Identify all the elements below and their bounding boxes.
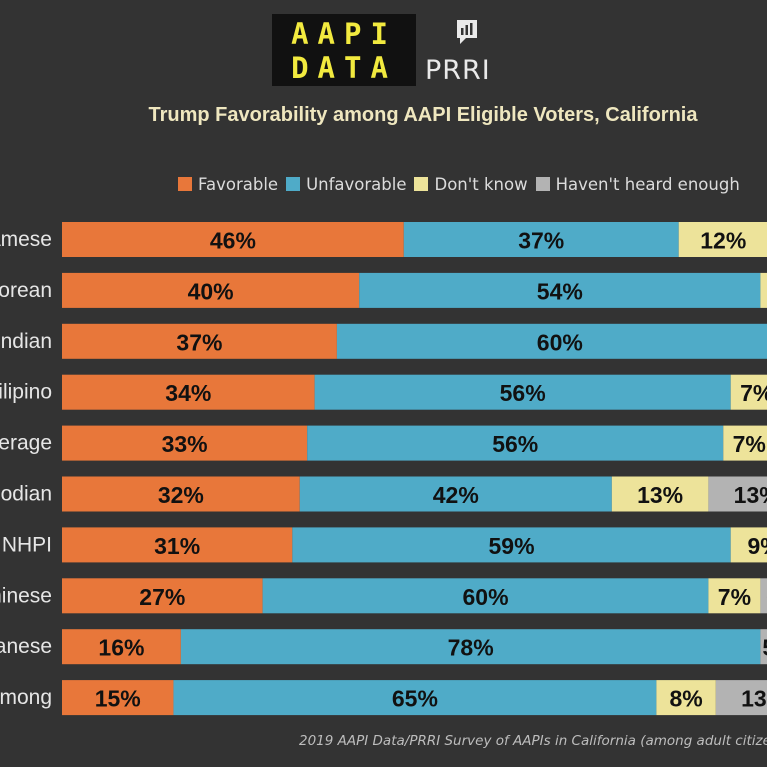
category-label: Vietnamese xyxy=(0,228,52,251)
data-label: 46% xyxy=(210,228,256,254)
data-label: 59% xyxy=(488,533,534,559)
bar-segment-don-t-know xyxy=(678,222,767,257)
category-label: Indian xyxy=(0,330,52,353)
data-label: 12% xyxy=(700,228,746,254)
bar-segment-unfavorable xyxy=(403,222,679,257)
bar-segment-unfavorable xyxy=(180,629,761,665)
bar-segment-don-t-know xyxy=(611,476,709,512)
category-label: Cambodian xyxy=(0,483,52,506)
data-label: 65% xyxy=(392,686,438,712)
bar-segment-favorable xyxy=(62,272,360,308)
data-label: 56% xyxy=(492,431,538,457)
legend-item-haven-t-heard-enough: Haven't heard enough xyxy=(535,174,740,194)
category-label: AAPI Average xyxy=(0,432,52,455)
bar-segment-favorable xyxy=(62,680,174,716)
data-label: 27% xyxy=(139,584,185,610)
bar-segment-unfavorable xyxy=(314,374,731,410)
bar-segment-unfavorable xyxy=(292,527,731,563)
legend-swatch-haven-t-heard-enough xyxy=(535,177,550,191)
data-label: 56% xyxy=(500,380,546,406)
data-label: 7% xyxy=(740,380,767,406)
legend-item-favorable: Favorable xyxy=(178,175,278,194)
data-label: 7% xyxy=(718,584,751,610)
bar-segment-haven-t-heard-enough xyxy=(760,578,767,614)
bar-segment-favorable xyxy=(62,323,337,359)
bar-segment-haven-t-heard-enough xyxy=(760,629,767,665)
bar-segment-don-t-know xyxy=(708,578,761,614)
bar-segment-unfavorable xyxy=(299,476,612,512)
legend-swatch-unfavorable xyxy=(286,177,301,191)
data-label: 60% xyxy=(537,329,583,355)
category-label: Chinese xyxy=(0,584,52,607)
legend-swatch-don-t-know xyxy=(414,177,429,191)
legend-label-unfavorable: Unfavorable xyxy=(306,174,407,194)
bar-segment-don-t-know xyxy=(760,272,767,308)
category-label: Filipino xyxy=(0,381,52,404)
bar-segment-haven-t-heard-enough xyxy=(708,476,767,512)
chart-title: Trump Favorability among AAPI Eligible V… xyxy=(148,104,698,126)
chart-legend: Favorable Unfavorable Don't know Haven't he… xyxy=(178,172,748,196)
data-label: 40% xyxy=(188,278,234,304)
data-label: 13% xyxy=(734,482,767,508)
stacked-bar-chart: Vietnamese46%37%12%5%Korean40%54%5%India… xyxy=(0,222,767,716)
category-label: Korean xyxy=(0,279,52,302)
logo-line-data: DATA xyxy=(291,51,397,85)
bar-segment-favorable xyxy=(62,476,300,512)
data-label: 32% xyxy=(158,482,204,508)
data-label: 9% xyxy=(748,533,767,559)
data-label: 13% xyxy=(741,686,767,712)
bar-segment-unfavorable xyxy=(336,323,767,359)
data-label: 54% xyxy=(537,278,583,304)
bar-segment-don-t-know xyxy=(730,374,767,410)
data-label: 13% xyxy=(637,482,683,508)
bar-segment-unfavorable xyxy=(359,272,761,308)
data-label: 34% xyxy=(165,380,211,406)
data-label: 5% xyxy=(762,635,767,661)
legend-label-favorable: Favorable xyxy=(198,174,279,194)
legend-label-haven-t-heard-enough: Haven't heard enough xyxy=(555,174,740,194)
data-label: 42% xyxy=(433,482,479,508)
data-label: 31% xyxy=(154,533,200,559)
bar-segment-favorable xyxy=(62,222,404,257)
source-note: 2019 AAPI Data/PRRI Survey of AAPIs in C… xyxy=(299,733,767,749)
data-label: 15% xyxy=(95,686,141,712)
bar-segment-favorable xyxy=(62,425,308,461)
data-label: 33% xyxy=(162,431,208,457)
bar-segment-don-t-know xyxy=(730,527,767,563)
data-label: 37% xyxy=(518,228,564,254)
bar-segment-unfavorable xyxy=(173,680,657,716)
logo-line-aapi: AAPI xyxy=(291,17,397,51)
bar-segment-favorable xyxy=(62,374,315,410)
data-label: 16% xyxy=(98,635,144,661)
bar-segment-favorable xyxy=(62,578,263,614)
category-label: NHPI xyxy=(2,533,52,556)
prri-bar-chart-speech-icon xyxy=(457,20,477,44)
legend-label-don-t-know: Don't know xyxy=(434,174,528,194)
aapi-data-logo: AAPI DATA xyxy=(272,14,416,86)
legend-item-don-t-know: Don't know xyxy=(414,174,528,194)
data-label: 37% xyxy=(176,329,222,355)
category-label: Hmong xyxy=(0,686,52,709)
bar-segment-favorable xyxy=(62,527,293,563)
bar-segment-favorable xyxy=(62,629,181,665)
legend-item-unfavorable: Unfavorable xyxy=(286,175,406,194)
prri-wordmark: PRRI xyxy=(425,55,491,86)
data-label: 60% xyxy=(462,584,508,610)
data-label: 78% xyxy=(448,635,494,661)
bar-segment-don-t-know xyxy=(656,680,716,716)
bar-segment-unfavorable xyxy=(307,425,724,461)
bar-segment-unfavorable xyxy=(262,578,709,614)
data-label: 7% xyxy=(733,431,766,457)
data-label: 8% xyxy=(669,686,702,712)
legend-swatch-favorable xyxy=(178,177,192,191)
bar-segment-haven-t-heard-enough xyxy=(715,680,767,716)
bar-segment-don-t-know xyxy=(723,425,767,461)
category-label: Japanese xyxy=(0,635,52,658)
